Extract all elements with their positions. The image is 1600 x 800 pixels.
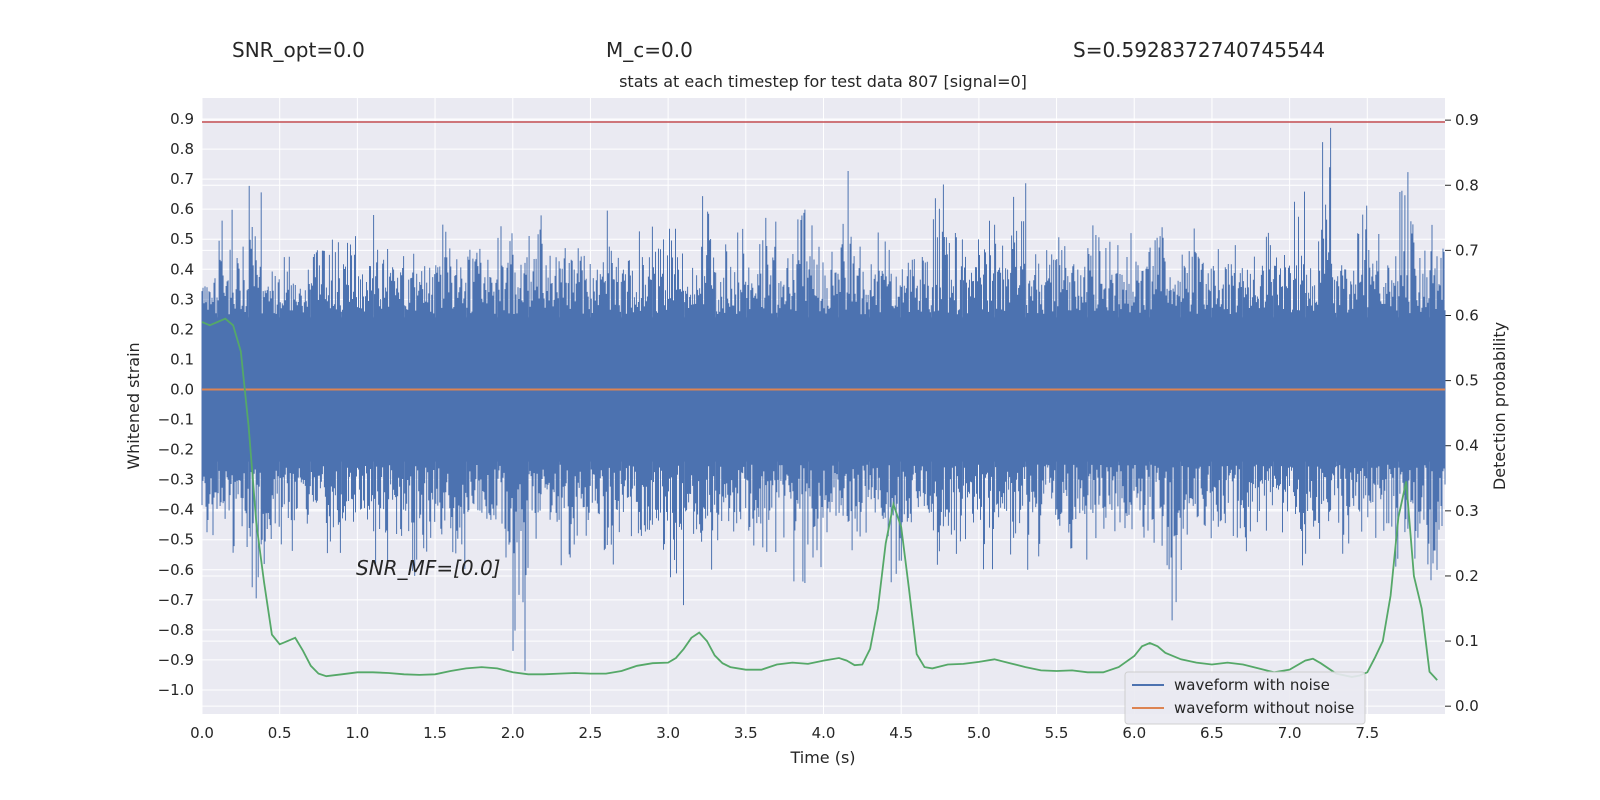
x-axis-label: Time (s) bbox=[789, 748, 855, 767]
y-tick-label: 0.5 bbox=[170, 230, 194, 248]
y2-tick-label: 0.8 bbox=[1455, 176, 1479, 194]
y2-ticks: 0.9 0.8 0.7 0.6 0.5 0.4 0.3 0.2 0.1 0.0 bbox=[1445, 111, 1479, 715]
x-tick-label: 0.5 bbox=[268, 724, 292, 742]
y-tick-label: 0.0 bbox=[170, 380, 194, 398]
y-tick-label: −0.4 bbox=[158, 501, 194, 519]
y-tick-label: 0.3 bbox=[170, 290, 194, 308]
snr-mf-annotation: SNR_MF=[0.0] bbox=[356, 556, 500, 580]
y-tick-label: −0.7 bbox=[158, 591, 194, 609]
y2-tick-label: 0.7 bbox=[1455, 241, 1479, 259]
legend: waveform with noise waveform without noi… bbox=[1124, 671, 1366, 725]
x-ticks: 0.0 0.5 1.0 1.5 2.0 2.5 3.0 3.5 4.0 4.5 5.0 5.5 6.0 6… bbox=[190, 724, 1379, 742]
y-tick-label: −0.2 bbox=[158, 441, 194, 459]
y2-axis-label: Detection probability bbox=[1490, 322, 1509, 490]
y-tick-label: 0.1 bbox=[170, 350, 194, 368]
score-label: S=0.5928372740745544 bbox=[1073, 38, 1326, 62]
y2-tick-label: 0.2 bbox=[1455, 567, 1479, 585]
y-tick-label: 0.2 bbox=[170, 320, 194, 338]
series-detection-probability bbox=[201, 317, 1438, 681]
x-tick-label: 2.0 bbox=[501, 724, 525, 742]
y-tick-label: 0.8 bbox=[170, 140, 194, 158]
y-tick-label: −0.9 bbox=[158, 651, 194, 669]
chirp-mass-label: M_c=0.0 bbox=[606, 38, 693, 62]
y-tick-label: 0.7 bbox=[170, 170, 194, 188]
y-tick-label: 0.9 bbox=[170, 110, 194, 128]
y-tick-label: −0.3 bbox=[158, 471, 194, 489]
x-tick-label: 0.0 bbox=[190, 724, 214, 742]
legend-label-noise: waveform with noise bbox=[1174, 676, 1330, 694]
x-tick-label: 1.5 bbox=[423, 724, 447, 742]
x-tick-label: 5.5 bbox=[1045, 724, 1069, 742]
y2-tick-label: 0.5 bbox=[1455, 372, 1479, 390]
x-tick-label: 6.0 bbox=[1122, 724, 1146, 742]
x-tick-label: 2.5 bbox=[579, 724, 603, 742]
y-tick-label: −0.1 bbox=[158, 411, 194, 429]
snr-opt-label: SNR_opt=0.0 bbox=[232, 38, 365, 62]
x-tick-label: 3.5 bbox=[734, 724, 758, 742]
legend-label-clean: waveform without noise bbox=[1174, 699, 1354, 717]
y2-tick-label: 0.4 bbox=[1455, 437, 1479, 455]
y-axis-label: Whitened strain bbox=[124, 342, 143, 469]
x-tick-label: 1.0 bbox=[345, 724, 369, 742]
y-ticks: 0.9 0.8 0.7 0.6 0.5 0.4 0.3 0.2 0.1 0.0 −0.1 −0.2 −0… bbox=[158, 110, 194, 699]
x-tick-label: 7.0 bbox=[1278, 724, 1302, 742]
y-tick-label: −0.8 bbox=[158, 621, 194, 639]
y-tick-label: −0.5 bbox=[158, 531, 194, 549]
legend-box bbox=[1124, 671, 1366, 725]
x-tick-label: 5.0 bbox=[967, 724, 991, 742]
y2-tick-label: 0.0 bbox=[1455, 697, 1479, 715]
y2-tick-label: 0.3 bbox=[1455, 502, 1479, 520]
y-tick-label: 0.6 bbox=[170, 200, 194, 218]
x-tick-label: 4.5 bbox=[889, 724, 913, 742]
y2-tick-label: 0.1 bbox=[1455, 632, 1479, 650]
chart-title: stats at each timestep for test data 807… bbox=[619, 72, 1027, 91]
y-tick-label: −1.0 bbox=[158, 681, 194, 699]
x-tick-label: 7.5 bbox=[1355, 724, 1379, 742]
y2-tick-label: 0.6 bbox=[1455, 306, 1479, 324]
y-tick-label: −0.6 bbox=[158, 561, 194, 579]
y2-tick-label: 0.9 bbox=[1455, 111, 1479, 129]
x-tick-label: 6.5 bbox=[1200, 724, 1224, 742]
y-tick-label: 0.4 bbox=[170, 260, 194, 278]
x-tick-label: 3.0 bbox=[656, 724, 680, 742]
x-tick-label: 4.0 bbox=[812, 724, 836, 742]
